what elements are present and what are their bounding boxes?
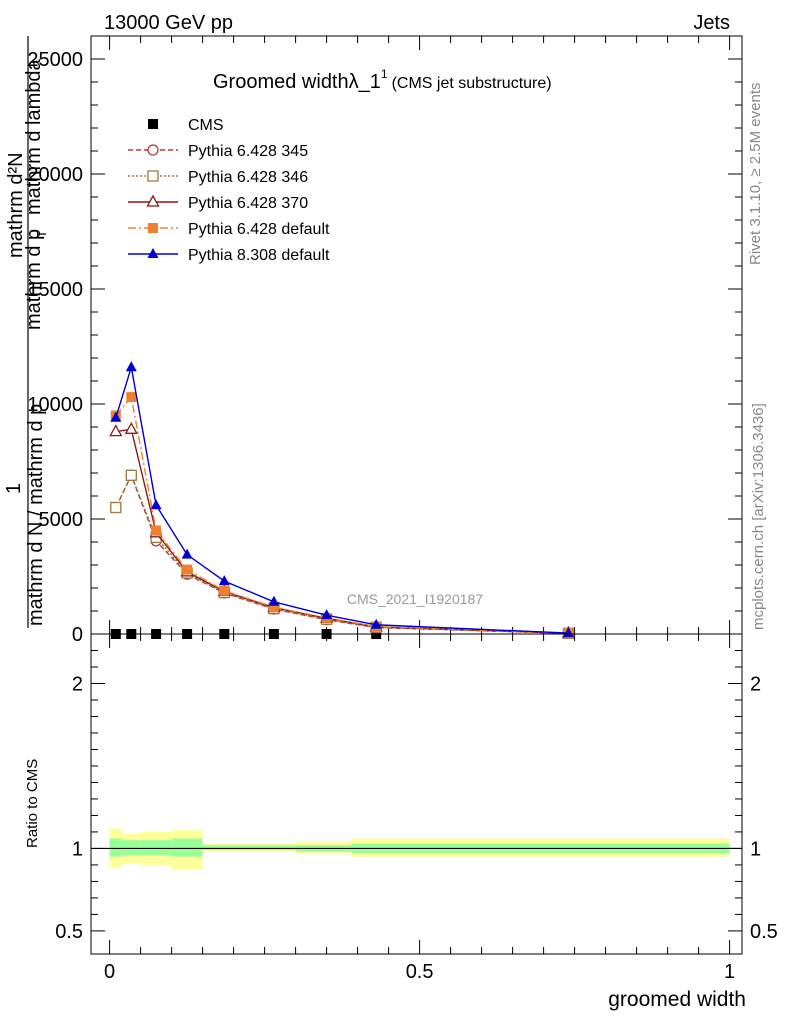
data-marker-triangle-open <box>146 194 160 207</box>
data-marker-square <box>148 119 158 129</box>
series-pythia-6-428-370 <box>109 421 575 638</box>
ratio-y-tick-label-right: 2 <box>750 673 761 695</box>
x-axis-label: groomed width <box>608 988 746 1011</box>
data-marker-triangle-open <box>109 424 123 437</box>
x-tick-label: 1 <box>724 961 735 983</box>
main-y-tick-label: 25000 <box>27 49 83 71</box>
legend-entry: Pythia 6.428 370 <box>128 194 308 212</box>
data-marker-square-open <box>147 170 159 182</box>
main-y-tick-label: 10000 <box>27 394 83 416</box>
watermark-label: CMS_2021_I1920187 <box>347 591 483 607</box>
data-marker-triangle <box>218 575 230 586</box>
header-left-label: 13000 GeV pp <box>104 12 233 34</box>
legend-entry: Pythia 8.308 default <box>128 247 330 264</box>
main-y-tick-label: 5000 <box>39 509 84 531</box>
data-marker-triangle <box>125 361 137 372</box>
data-marker-triangle-open <box>124 421 138 434</box>
ratio-stat-band <box>202 845 296 851</box>
mcplots-label: mcplots.cern.ch [arXiv:1306.3436] <box>750 403 767 630</box>
data-marker-triangle <box>150 499 162 510</box>
legend-label: CMS <box>188 117 224 134</box>
main-y-tick-label: 0 <box>72 624 83 646</box>
ratio-y-tick-label: 2 <box>72 673 83 695</box>
plot-title: Groomed widthλ_11 (CMS jet substructure) <box>213 67 552 93</box>
y-label-denominator: mathrm d N / mathrm d p <box>25 404 47 626</box>
main-y-tick-label: 20000 <box>27 164 83 186</box>
header-right-label: Jets <box>693 12 730 34</box>
y-label-mid: mathrm d p <box>23 229 45 330</box>
legend-label: Pythia 6.428 345 <box>188 143 308 160</box>
data-marker-circle <box>147 144 159 156</box>
data-marker-triangle <box>147 248 159 258</box>
rivet-label: Rivet 3.1.10, ≥ 2.5M events <box>747 83 764 266</box>
series-line <box>115 428 569 634</box>
data-marker-square <box>268 602 279 613</box>
x-tick-label: 0 <box>104 961 115 983</box>
series-line <box>115 473 569 635</box>
data-marker-triangle <box>110 411 122 422</box>
ratio-y-tick-label: 1 <box>72 838 83 860</box>
legend-entry: CMS <box>148 117 224 134</box>
main-y-tick-label: 15000 <box>27 279 83 301</box>
legend: CMS Pythia 6.428 345 Pythia 6.428 346 Pythi… <box>128 117 330 264</box>
ratio-plot-frame <box>90 633 743 955</box>
y-label-top: mathrm d²N <box>5 152 27 258</box>
data-marker-square <box>219 585 230 596</box>
data-marker-square <box>151 525 162 536</box>
ratio-y-tick-label-right: 1 <box>750 838 761 860</box>
series-pythia-6-428-default <box>110 392 574 639</box>
ratio-stat-band <box>171 838 203 857</box>
data-marker-square-open <box>110 501 122 514</box>
data-marker-triangle <box>268 595 280 606</box>
series-pythia-6-428-345 <box>110 469 575 639</box>
y-label-tail: mathrm d lambda <box>23 59 45 215</box>
plot-title-superscript: 1 <box>381 67 388 81</box>
series-line <box>115 366 569 634</box>
ratio-plot-panel: 0.5 0.5 1 1 2 2 0 0.5 1 <box>55 633 778 983</box>
legend-entry: Pythia 6.428 default <box>128 221 330 238</box>
ratio-stat-band <box>122 840 141 856</box>
legend-label: Pythia 8.308 default <box>188 247 330 264</box>
legend-label: Pythia 6.428 default <box>188 221 330 238</box>
plot-title-main: Groomed widthλ_1 <box>213 71 381 93</box>
ratio-stat-band <box>140 840 172 856</box>
x-tick-label: 0.5 <box>406 961 434 983</box>
ratio-y-tick-label-right: 0.5 <box>750 921 778 943</box>
y-label-sub: T <box>34 230 49 238</box>
ratio-y-tick-label: 0.5 <box>55 921 83 943</box>
data-marker-square <box>148 223 158 233</box>
series-pythia-6-428-346 <box>110 469 575 639</box>
legend-entry: Pythia 6.428 346 <box>128 169 308 186</box>
series-pythia-8-308-default <box>110 361 574 638</box>
ratio-y-axis-label: Ratio to CMS <box>24 759 41 848</box>
data-marker-triangle <box>181 548 193 559</box>
data-marker-triangle <box>321 609 333 620</box>
legend-label: Pythia 6.428 370 <box>188 195 308 212</box>
data-marker-triangle <box>370 618 382 629</box>
series-line <box>115 395 569 634</box>
main-plot-panel: 0 5000 10000 15000 20000 25000 Groomed widthλ… <box>27 35 743 646</box>
data-marker-triangle <box>562 627 574 638</box>
data-marker-square <box>126 392 137 403</box>
data-marker-square-open <box>125 469 137 481</box>
ratio-stat-band <box>109 838 122 857</box>
main-y-axis-label: mathrm d²N mathrm d lambda mathrm d p T … <box>3 36 49 628</box>
legend-label: Pythia 6.428 346 <box>188 169 308 186</box>
y-label-numerator: 1 <box>3 483 25 494</box>
data-marker-square <box>182 564 193 575</box>
plot-subtitle: (CMS jet substructure) <box>392 75 552 92</box>
series-line <box>115 473 569 635</box>
legend-entry: Pythia 6.428 345 <box>128 143 308 160</box>
